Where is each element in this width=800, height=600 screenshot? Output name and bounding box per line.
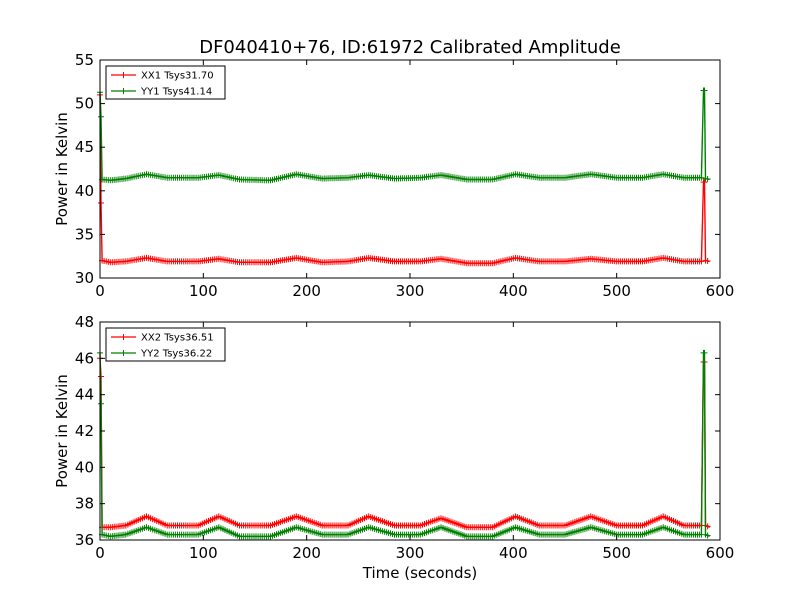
y-tick-label: 42 xyxy=(75,422,94,440)
x-tick-label: 500 xyxy=(602,544,631,562)
x-tick-label: 400 xyxy=(499,282,528,300)
x-tick-label: 600 xyxy=(706,544,735,562)
x-tick-label: 500 xyxy=(602,282,631,300)
y-tick-label: 55 xyxy=(75,51,94,69)
x-tick-label: 0 xyxy=(95,282,105,300)
legend-entry-label: YY1 Tsys41.14 xyxy=(140,87,212,98)
series-2 xyxy=(97,349,711,540)
legend-entry-label: YY2 Tsys36.22 xyxy=(140,349,212,360)
legend-entry-label: XX1 Tsys31.70 xyxy=(141,71,214,82)
y-tick-label: 40 xyxy=(75,458,94,476)
legend-swatch-marker xyxy=(120,72,127,78)
x-tick-label: 0 xyxy=(95,544,105,562)
figure-title: DF040410+76, ID:61972 Calibrated Amplitu… xyxy=(199,37,621,58)
x-tick-label: 400 xyxy=(499,544,528,562)
x-tick-label: 100 xyxy=(189,544,218,562)
x-tick-label: 600 xyxy=(706,282,735,300)
y-tick-label: 30 xyxy=(75,269,94,287)
legend: XX2 Tsys36.51 YY2 Tsys36.22 xyxy=(105,327,226,362)
y-axis-label: Power in Kelvin xyxy=(53,374,71,488)
y-tick-label: 48 xyxy=(75,313,94,331)
y-tick-label: 38 xyxy=(75,495,94,513)
y-tick-label: 35 xyxy=(75,225,94,243)
y-tick-label: 36 xyxy=(75,531,94,549)
legend-swatch-marker xyxy=(120,350,127,356)
x-tick-label: 300 xyxy=(396,544,425,562)
y-tick-label: 46 xyxy=(75,349,94,367)
y-tick-label: 45 xyxy=(75,138,94,156)
legend-box xyxy=(105,327,226,362)
series-2 xyxy=(97,87,711,184)
legend-entry-label: XX2 Tsys36.51 xyxy=(141,333,214,344)
y-axis-label: Power in Kelvin xyxy=(53,112,71,226)
chart-panel-1: 0 100 200 300 400 500 600 30 35 40 45 50 55 Power in … xyxy=(53,51,734,300)
x-tick-label: 200 xyxy=(292,544,321,562)
x-tick-label: 200 xyxy=(292,282,321,300)
legend-box xyxy=(105,65,226,100)
legend-swatch-marker xyxy=(120,334,127,340)
chart-panel-2: 0 100 200 300 400 500 600 36 38 40 42 44 46 48 Power i… xyxy=(53,313,734,582)
x-tick-label: 300 xyxy=(396,282,425,300)
y-tick-label: 40 xyxy=(75,182,94,200)
y-tick-label: 50 xyxy=(75,95,94,113)
y-tick-label: 44 xyxy=(75,386,94,404)
legend-swatch-marker xyxy=(120,88,127,94)
legend: XX1 Tsys31.70 YY1 Tsys41.14 xyxy=(105,65,226,100)
x-tick-label: 100 xyxy=(189,282,218,300)
x-axis-label: Time (seconds) xyxy=(362,564,478,582)
